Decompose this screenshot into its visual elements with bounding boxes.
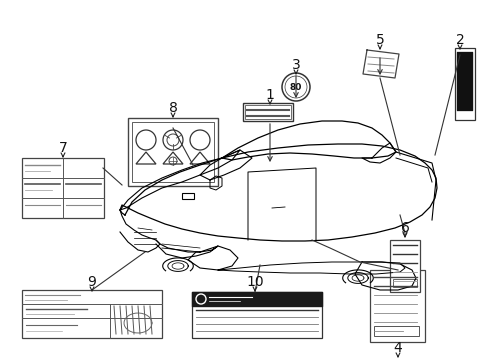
Bar [182,193,194,199]
Bar [128,118,218,186]
Bar [389,240,419,292]
Bar [243,103,292,121]
Bar [392,279,416,287]
Bar [132,122,214,182]
Bar [373,326,418,336]
Text: 80: 80 [289,82,302,91]
Bar [192,292,321,338]
Text: 1: 1 [265,88,274,102]
Bar [22,158,104,218]
Text: 7: 7 [59,141,67,155]
Text: 9: 9 [87,275,96,289]
Polygon shape [362,50,398,78]
Bar [22,290,162,338]
Text: 10: 10 [245,275,263,289]
Text: 4: 4 [393,341,402,355]
Bar [369,270,424,342]
Text: 3: 3 [291,58,300,72]
Text: 8: 8 [168,101,177,115]
Text: 2: 2 [455,33,464,47]
Text: 5: 5 [375,33,384,47]
Bar [244,105,290,119]
Text: 6: 6 [400,221,408,235]
Bar [454,48,474,120]
